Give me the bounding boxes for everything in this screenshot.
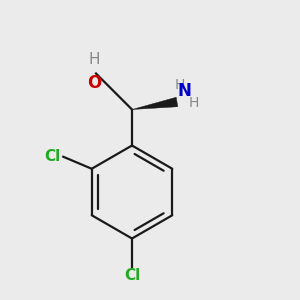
Text: Cl: Cl <box>124 268 140 284</box>
Text: H: H <box>175 78 185 92</box>
Text: O: O <box>87 74 102 92</box>
Text: N: N <box>177 82 191 100</box>
Text: H: H <box>89 52 100 67</box>
Text: Cl: Cl <box>45 148 61 164</box>
Polygon shape <box>132 97 178 110</box>
Text: H: H <box>189 96 199 110</box>
